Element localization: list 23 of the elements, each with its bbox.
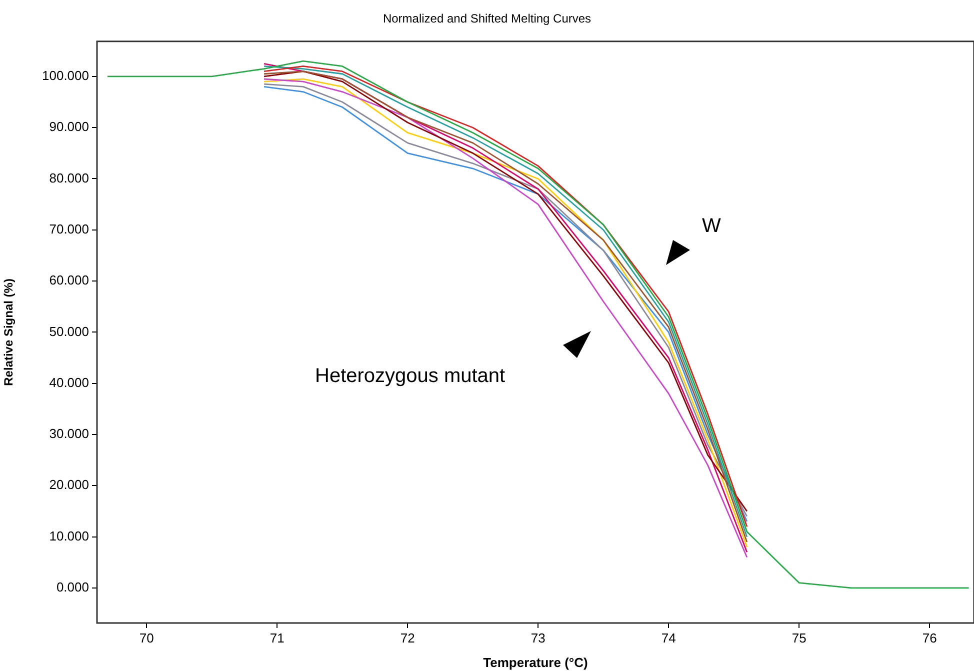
y-tick-label: 10.000 [49,528,89,544]
annotation: Heterozygous mutant [315,365,506,387]
x-tick-label: 75 [792,630,806,646]
x-tick-label: 76 [922,630,937,646]
x-tick-label: 74 [661,630,676,646]
chart-title: Normalized and Shifted Melting Curves [382,12,592,26]
x-tick-label: 70 [139,630,154,646]
y-tick-label: 70.000 [49,221,89,236]
y-tick-label: 80.000 [49,170,89,186]
annotation: W [702,215,721,237]
x-tick-label: 72 [400,630,415,646]
x-tick-label: 71 [270,630,284,646]
y-tick-label: 90.000 [49,119,89,134]
y-tick-label: 0.000 [56,580,89,595]
y-tick-label: 40.000 [49,374,89,390]
y-tick-label: 60.000 [49,272,89,288]
x-axis-title: Temperature (°C) [483,654,588,670]
x-tick-label: 73 [530,630,546,646]
y-tick-label: 100.000 [42,68,89,84]
y-axis-title: Relative Signal (%) [2,278,16,386]
y-tick-label: 20.000 [49,477,89,492]
y-tick-label: 50.000 [49,324,89,339]
y-tick-label: 30.000 [49,426,89,442]
